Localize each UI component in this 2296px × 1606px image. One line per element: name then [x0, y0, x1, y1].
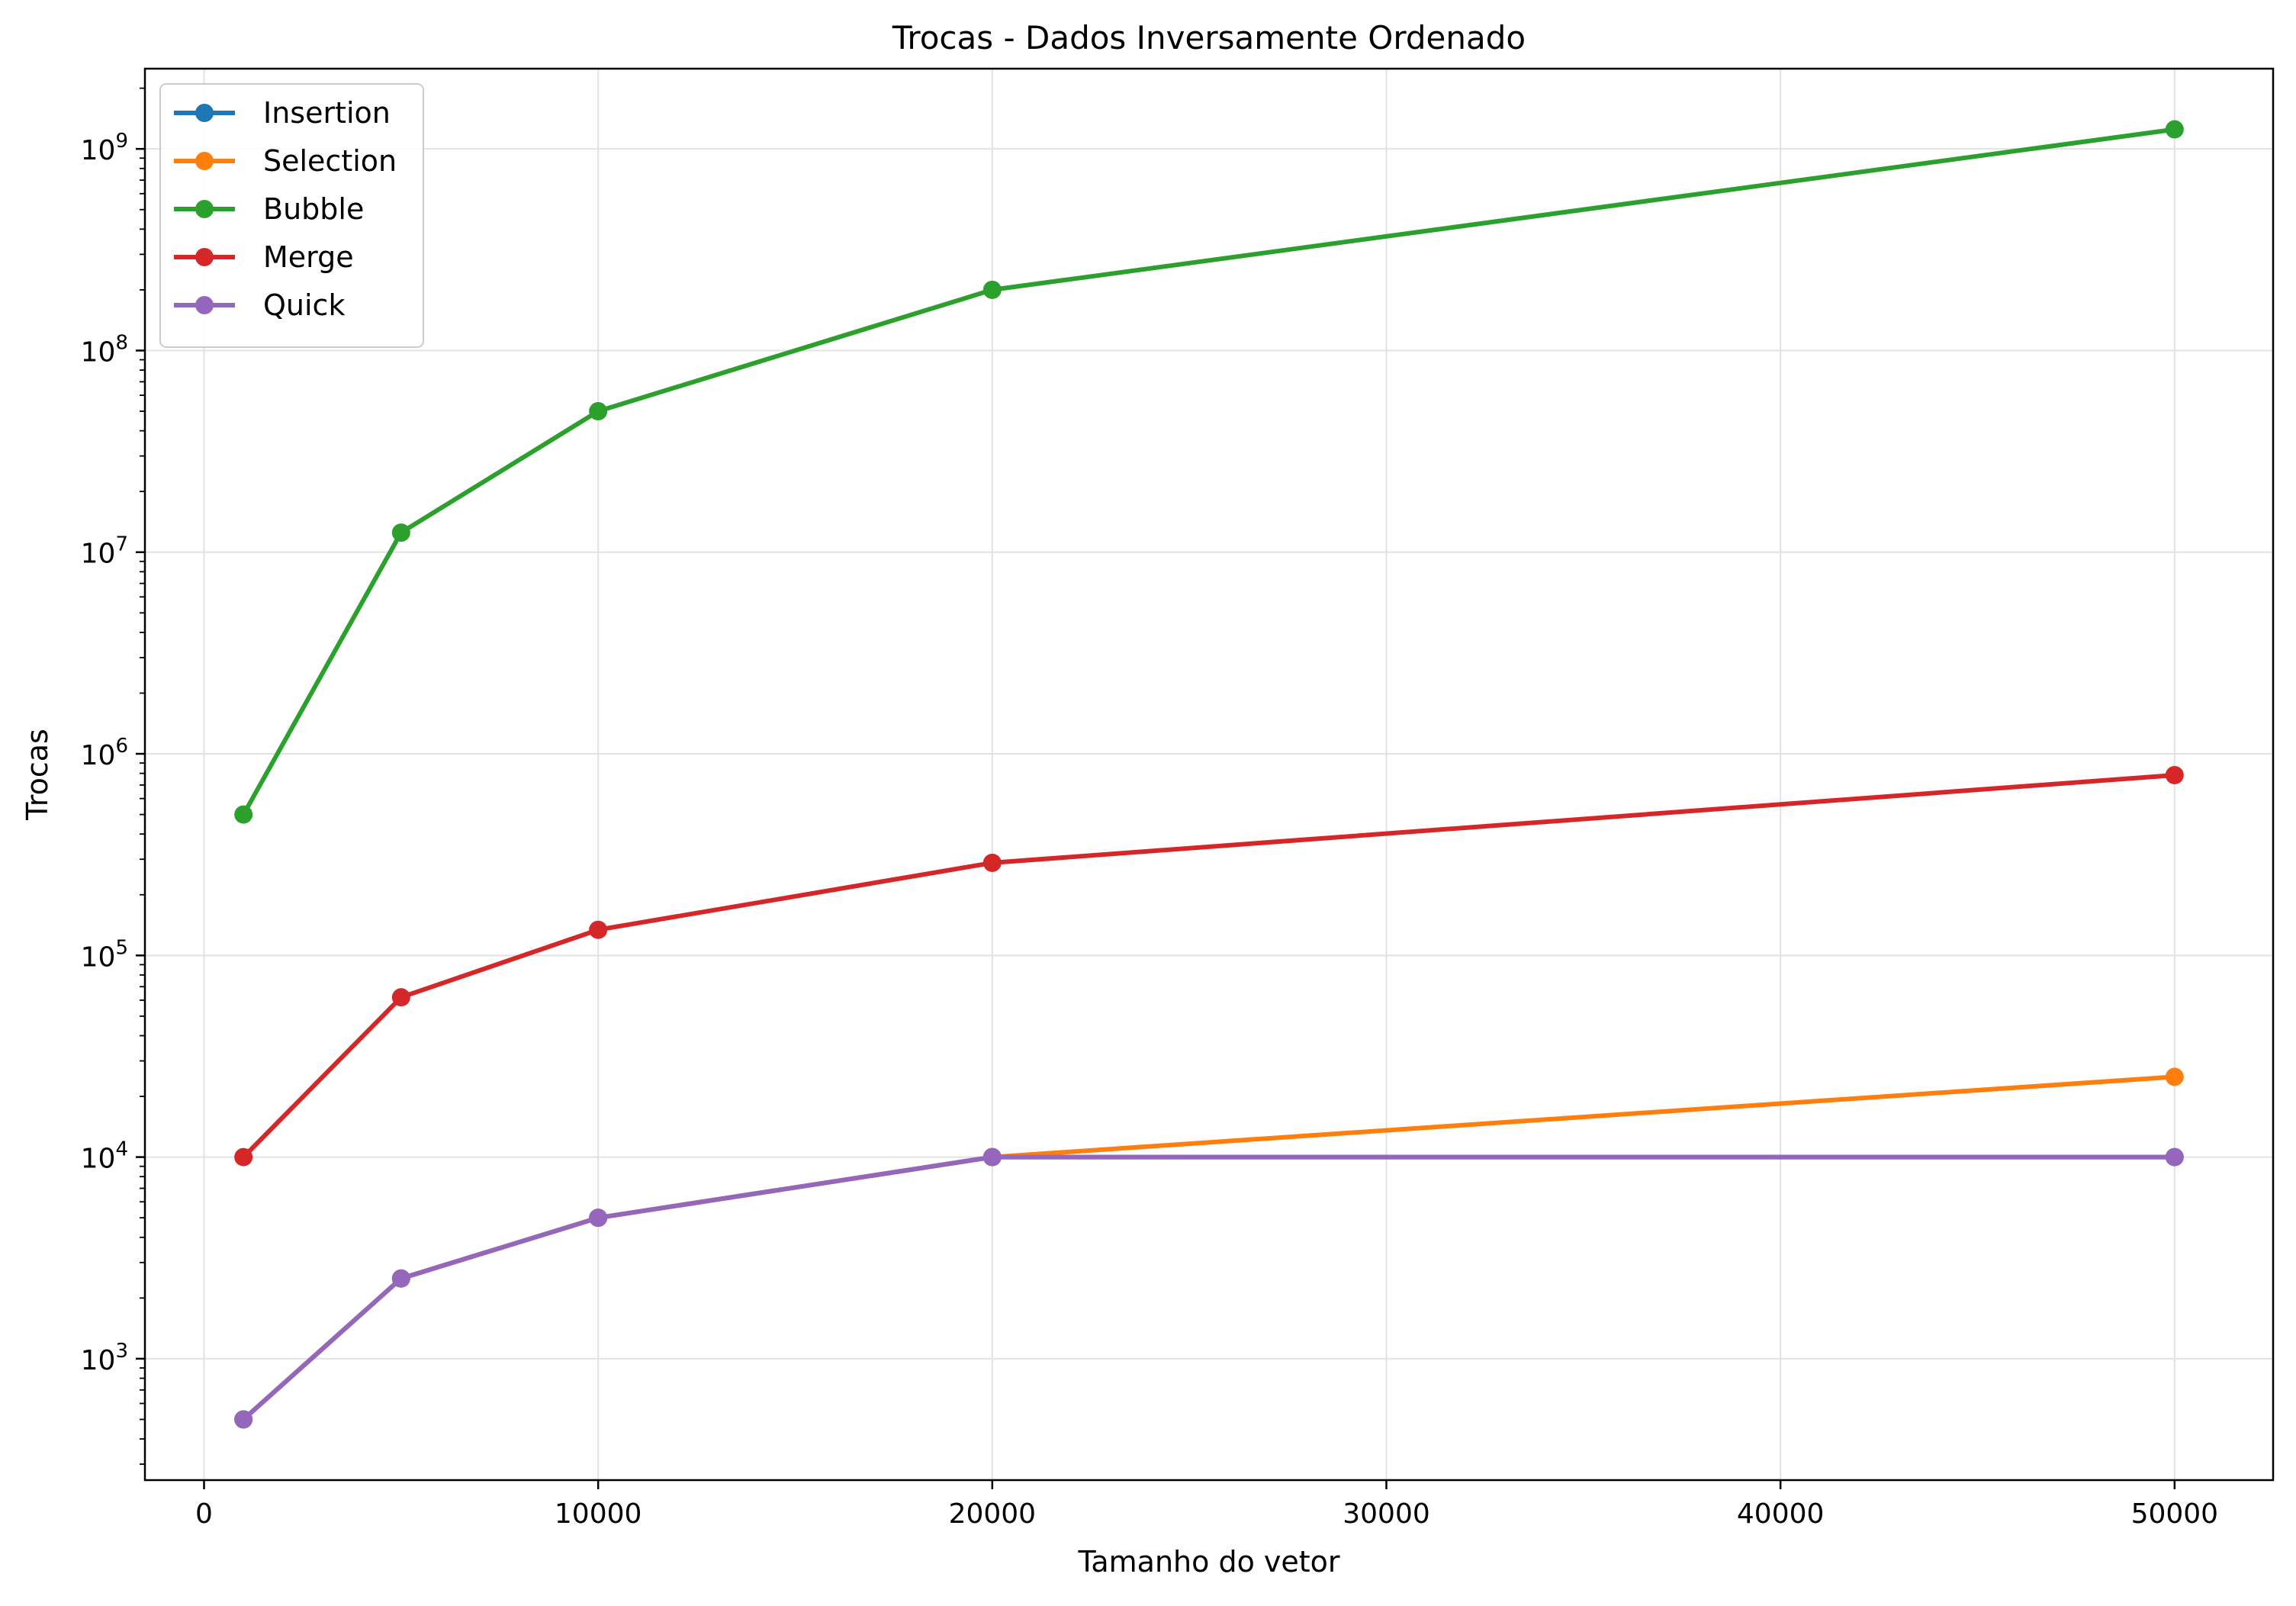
legend-swatch-marker: [195, 248, 214, 266]
x-tick-label: 0: [195, 1498, 213, 1530]
data-point-quick: [982, 1147, 1002, 1167]
y-tick-label: 106: [81, 735, 128, 771]
data-point-quick: [391, 1269, 410, 1288]
chart-title: Trocas - Dados Inversamente Ordenado: [892, 19, 1526, 56]
legend-label: Merge: [263, 240, 354, 274]
x-tick-label: 40000: [1737, 1498, 1825, 1530]
data-point-bubble: [2165, 120, 2184, 139]
legend-item-merge: Merge: [174, 240, 354, 274]
data-point-bubble: [589, 402, 608, 421]
legend-item-selection: Selection: [174, 144, 397, 178]
legend-swatch-marker: [195, 152, 214, 170]
y-tick-label: 107: [81, 533, 128, 570]
y-tick-label: 103: [81, 1340, 128, 1376]
y-tick-label: 105: [81, 936, 128, 973]
legend-item-insertion: Insertion: [174, 96, 391, 130]
data-point-selection: [2165, 1067, 2184, 1086]
data-point-quick: [234, 1410, 253, 1429]
plot-frame: [143, 67, 2275, 1482]
y-tick-label: 109: [81, 130, 128, 166]
data-point-bubble: [391, 523, 410, 542]
series-quick: [234, 1147, 2184, 1429]
x-tick-label: 10000: [555, 1498, 642, 1530]
legend-swatch-marker: [195, 200, 214, 218]
x-axis-label: Tamanho do vetor: [1077, 1545, 1339, 1579]
data-point-quick: [2165, 1147, 2184, 1167]
legend-label: Selection: [263, 144, 397, 178]
y-axis-label: Trocas: [21, 729, 54, 821]
legend-label: Bubble: [263, 192, 364, 226]
data-point-merge: [589, 920, 608, 939]
legend-swatch-marker: [195, 104, 214, 122]
legend: Insertion Selection Bubble Merge Quick: [159, 83, 424, 348]
legend-item-quick: Quick: [174, 288, 345, 322]
legend-label: Insertion: [263, 96, 391, 130]
data-point-merge: [234, 1147, 253, 1167]
legend-item-bubble: Bubble: [174, 192, 364, 226]
series-bubble: [234, 120, 2184, 824]
legend-frame: [159, 83, 424, 348]
data-point-merge: [391, 988, 410, 1007]
y-tick-label: 108: [81, 331, 128, 368]
legend-label: Quick: [263, 288, 345, 322]
y-tick-label: 104: [81, 1138, 128, 1175]
data-point-quick: [589, 1209, 608, 1228]
data-point-merge: [2165, 765, 2184, 784]
x-tick-label: 30000: [1343, 1498, 1430, 1530]
data-point-bubble: [982, 280, 1002, 299]
data-point-merge: [982, 853, 1002, 872]
x-tick-label: 50000: [2131, 1498, 2219, 1530]
data-point-bubble: [234, 805, 253, 824]
x-tick-label: 20000: [949, 1498, 1037, 1530]
series-merge: [234, 765, 2184, 1167]
legend-swatch-marker: [195, 296, 214, 314]
